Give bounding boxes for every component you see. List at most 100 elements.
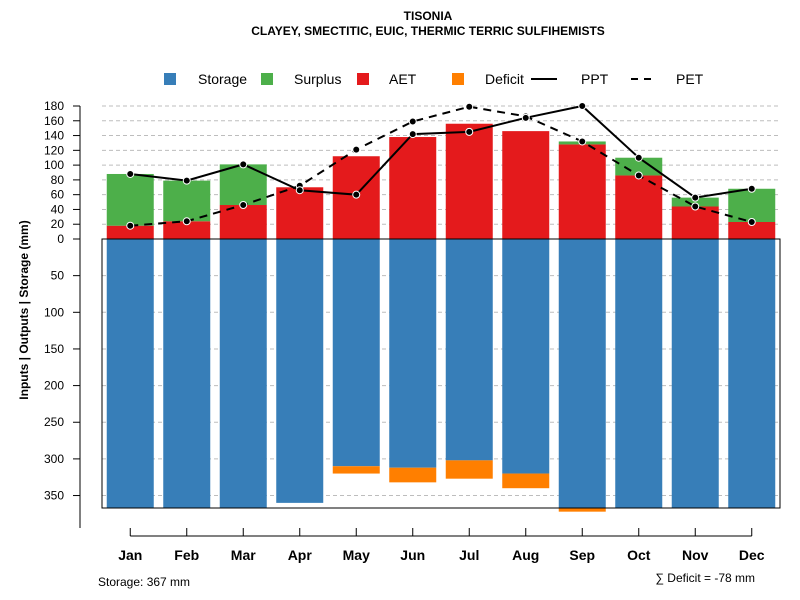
- bar-storage-jul: [445, 239, 493, 461]
- legend-label-deficit: Deficit: [485, 71, 524, 87]
- legend-label-surplus: Surplus: [294, 71, 341, 87]
- pet-point-jul: [465, 102, 474, 111]
- bar-storage-mar: [219, 239, 267, 508]
- x-tick-label-jan: Jan: [118, 547, 142, 563]
- bar-aet-dec: [728, 222, 776, 239]
- y-tick-label-upper: 120: [44, 143, 64, 157]
- bar-surplus-jan: [106, 173, 154, 226]
- bar-surplus-oct: [615, 157, 663, 176]
- legend: Storage Surplus AET Deficit PPT PET: [164, 71, 704, 87]
- bar-aet-aug: [502, 131, 550, 239]
- bar-storage-sep: [558, 239, 606, 508]
- ppt-point-oct: [634, 153, 643, 162]
- bars: [106, 123, 776, 512]
- ppt-point-nov: [691, 193, 700, 202]
- ppt-point-aug: [521, 113, 530, 122]
- pet-point-mar: [239, 201, 248, 210]
- x-tick-label-jul: Jul: [459, 547, 479, 563]
- y-tick-label-lower: 250: [44, 415, 64, 429]
- pet-point-jan: [126, 221, 135, 230]
- y-tick-label-upper: 20: [51, 217, 65, 231]
- bar-storage-oct: [615, 239, 663, 508]
- pet-point-oct: [634, 171, 643, 180]
- ppt-point-mar: [239, 160, 248, 169]
- bar-storage-may: [332, 239, 380, 467]
- axes: 0204060801001201401601805010015020025030…: [44, 99, 781, 563]
- pet-point-nov: [691, 202, 700, 211]
- bar-aet-sep: [558, 144, 606, 239]
- bar-storage-jan: [106, 239, 154, 508]
- pet-point-feb: [182, 217, 191, 226]
- bar-deficit-sep: [558, 508, 606, 512]
- pet-line: [130, 105, 753, 227]
- legend-label-ppt: PPT: [581, 71, 609, 87]
- y-tick-label-lower: 200: [44, 379, 64, 393]
- storage-footnote: Storage: 367 mm: [98, 575, 190, 589]
- bar-surplus-feb: [163, 180, 211, 222]
- bar-deficit-may: [332, 466, 380, 474]
- ppt-point-apr: [295, 186, 304, 195]
- y-tick-label-upper: 100: [44, 158, 64, 172]
- pet-point-dec: [747, 218, 756, 227]
- bar-surplus-dec: [728, 188, 776, 223]
- y-tick-label-upper: 40: [51, 202, 65, 216]
- gridlines: [102, 105, 780, 497]
- y-tick-label-lower: 50: [51, 269, 65, 283]
- bar-storage-dec: [728, 239, 776, 508]
- lower-panel-frame: [101, 238, 781, 509]
- legend-swatch-surplus: [261, 73, 273, 85]
- bar-deficit-jul: [445, 460, 493, 479]
- ppt-point-sep: [578, 102, 587, 110]
- ppt-line: [130, 104, 752, 199]
- bar-storage-apr: [276, 239, 324, 503]
- bar-deficit-aug: [502, 473, 550, 489]
- y-axis-label: Inputs | Outputs | Storage (mm): [17, 220, 31, 399]
- x-tick-label-nov: Nov: [682, 547, 709, 563]
- legend-swatch-aet: [357, 73, 369, 85]
- y-tick-label-upper: 80: [51, 173, 65, 187]
- chart-subtitle: CLAYEY, SMECTITIC, EUIC, THERMIC TERRIC …: [251, 24, 605, 38]
- y-tick-label-lower: 100: [44, 305, 64, 319]
- bar-storage-feb: [163, 239, 211, 508]
- deficit-footnote: ∑ Deficit = -78 mm: [655, 571, 755, 585]
- y-tick-label-lower: 150: [44, 342, 64, 356]
- bar-storage-jun: [389, 239, 437, 468]
- ppt-point-dec: [747, 184, 756, 193]
- legend-swatch-storage: [164, 73, 176, 85]
- legend-label-pet: PET: [676, 71, 704, 87]
- pet-point-jun: [408, 117, 417, 126]
- ppt-point-may: [352, 190, 361, 199]
- x-tick-label-apr: Apr: [288, 547, 313, 563]
- bar-storage-nov: [671, 239, 719, 508]
- y-tick-label-upper: 60: [51, 188, 65, 202]
- pet-point-may: [352, 145, 361, 154]
- ppt-point-jan: [126, 169, 135, 178]
- y-tick-label-upper: 140: [44, 129, 64, 143]
- ppt-point-jul: [465, 127, 474, 136]
- bar-aet-apr: [276, 187, 324, 239]
- legend-label-storage: Storage: [198, 71, 247, 87]
- x-tick-label-dec: Dec: [739, 547, 765, 563]
- y-tick-label-lower: 350: [44, 489, 64, 503]
- y-tick-label-upper: 180: [44, 99, 64, 113]
- bar-aet-feb: [163, 221, 211, 239]
- x-tick-label-jun: Jun: [400, 547, 425, 563]
- x-tick-label-aug: Aug: [512, 547, 539, 563]
- bar-storage-aug: [502, 239, 550, 474]
- bar-aet-nov: [671, 206, 719, 239]
- lines: [126, 102, 756, 230]
- legend-swatch-deficit: [452, 73, 464, 85]
- bar-surplus-nov: [671, 197, 719, 207]
- chart-title: TISONIA: [404, 9, 453, 23]
- bar-aet-oct: [615, 175, 663, 239]
- x-tick-label-sep: Sep: [569, 547, 595, 563]
- y-tick-label-lower: 300: [44, 452, 64, 466]
- bar-aet-mar: [219, 205, 267, 239]
- y-tick-label-upper: 0: [57, 232, 64, 246]
- pet-point-sep: [578, 137, 587, 146]
- x-tick-label-mar: Mar: [231, 547, 256, 563]
- x-tick-label-feb: Feb: [174, 547, 199, 563]
- x-tick-label-may: May: [343, 547, 370, 563]
- legend-label-aet: AET: [389, 71, 417, 87]
